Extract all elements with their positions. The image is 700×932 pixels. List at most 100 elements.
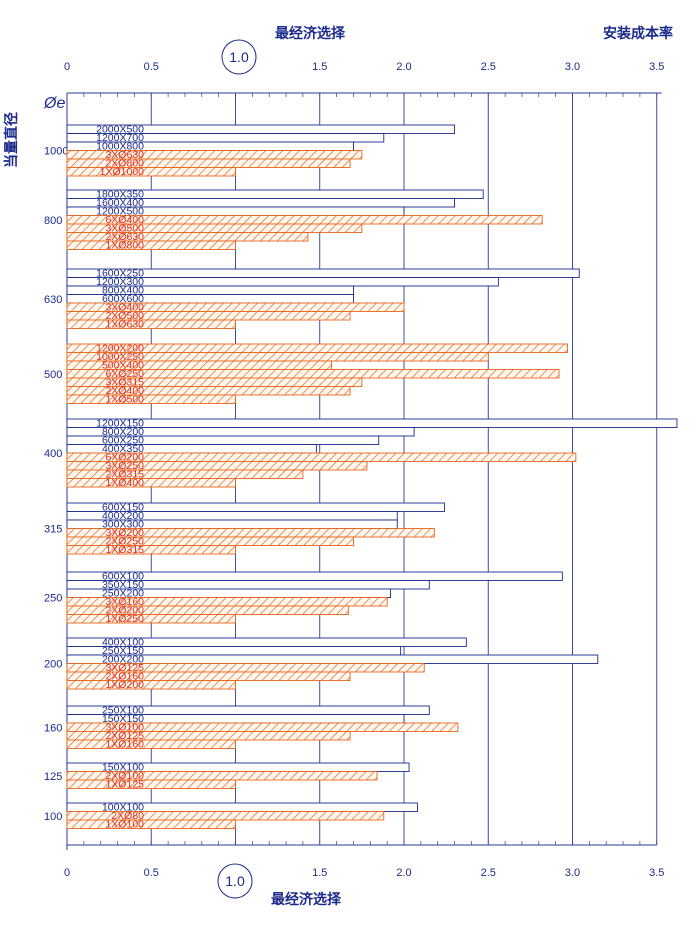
round-duct-bar xyxy=(66,232,309,242)
bar-label: 800X400 xyxy=(102,285,144,297)
x-tick-label-top: 0.5 xyxy=(144,61,159,73)
bar-label: 1200X700 xyxy=(96,132,144,144)
x-tick-label-bottom: 3.5 xyxy=(649,867,664,879)
bar-label: 3XØ630 xyxy=(105,149,144,161)
diameter-label: 630 xyxy=(44,294,62,306)
bar-label: 3XØ400 xyxy=(105,302,144,314)
bar-label: 500X400 xyxy=(102,360,144,372)
round-duct-bar xyxy=(66,240,236,250)
bar-label: 600X100 xyxy=(102,571,144,583)
bar-label: 3XØ100 xyxy=(105,722,144,734)
bottom-title: 最经济选择 xyxy=(271,891,342,908)
diameter-label: 250 xyxy=(44,593,62,605)
bar-label: 2XØ400 xyxy=(105,385,144,397)
bar-label: 1XØ500 xyxy=(105,394,144,406)
round-duct-bar xyxy=(66,478,236,488)
bar-label: 1XØ630 xyxy=(105,319,144,331)
bar-label: 1XØ315 xyxy=(105,544,144,556)
bar-label: 600X600 xyxy=(102,293,144,305)
round-duct-bar xyxy=(66,739,236,749)
bar-group-400: 400 1200X150800X200600X250400X3506XØ2003X… xyxy=(44,418,678,489)
bar-label: 250X150 xyxy=(102,645,144,657)
bar-label: 1800X350 xyxy=(96,189,144,201)
economic-marker-top-label: 1.0 xyxy=(229,49,249,65)
bar-label: 1200X500 xyxy=(96,206,144,218)
round-duct-bar xyxy=(66,469,304,479)
diameter-label: 100 xyxy=(44,811,62,823)
bar-label: 1XØ800 xyxy=(105,240,144,252)
bar-group-800: 800 1800X3501600X4001200X5006XØ4003XØ5002… xyxy=(44,189,543,252)
bar-label: 3XØ200 xyxy=(105,527,144,539)
bar-label: 3XØ125 xyxy=(105,662,144,674)
bar-label: 600X150 xyxy=(102,502,144,514)
x-tick-label-top: 3.5 xyxy=(649,61,664,73)
bar-label: 100X100 xyxy=(102,802,144,814)
bar-label: 400X200 xyxy=(102,510,144,522)
bar-label: 300X300 xyxy=(102,519,144,531)
bar-label: 1XØ125 xyxy=(105,779,144,791)
round-duct-bar xyxy=(66,614,236,624)
bar-group-250: 250 600X100350X150250X2003XØ1602XØ2001XØ2… xyxy=(44,571,563,625)
x-tick-label-top: 0 xyxy=(64,61,70,73)
bar-label: 1200X150 xyxy=(96,418,144,430)
bar-group-200: 200 400X100250X150200X2003XØ1252XØ1601XØ2… xyxy=(44,637,599,691)
round-duct-bar xyxy=(66,545,236,555)
bar-label: 1XØ1000 xyxy=(100,166,145,178)
x-tick-label-bottom: 3.0 xyxy=(565,867,580,879)
top-title: 最经济选择 xyxy=(275,25,346,42)
bar-label: 1000X800 xyxy=(96,141,144,153)
diameter-label: 160 xyxy=(44,722,62,734)
bar-label: 2000X500 xyxy=(96,124,144,136)
bar-label: 150X100 xyxy=(102,762,144,774)
diameter-symbol: Øe xyxy=(43,95,65,112)
y-axis-label: 当量直径 xyxy=(3,112,20,168)
x-tick-label-bottom: 1.5 xyxy=(312,867,327,879)
bar-label: 2XØ80 xyxy=(111,810,144,822)
bar-label: 250X200 xyxy=(102,588,144,600)
bar-label: 3XØ160 xyxy=(105,596,144,608)
economic-marker-bottom: 1.0 xyxy=(217,863,253,899)
bar-label: 2XØ200 xyxy=(105,605,144,617)
bar-label: 2XØ125 xyxy=(105,730,144,742)
round-duct-bar xyxy=(66,779,236,789)
bar-label: 1XØ250 xyxy=(105,613,144,625)
cost-ratio-title: 安装成本率 xyxy=(603,25,673,42)
bar-label: 1000X250 xyxy=(96,351,144,363)
bar-label: 1XØ100 xyxy=(105,819,144,831)
round-duct-bar xyxy=(66,319,236,329)
bar-label: 800X200 xyxy=(102,426,144,438)
diameter-label: 1000 xyxy=(44,146,68,158)
round-duct-bar xyxy=(66,680,236,690)
bar-label: 2XØ250 xyxy=(105,536,144,548)
economic-marker-top: 1.0 xyxy=(221,39,257,75)
economic-marker-top-circle xyxy=(221,39,257,75)
bar-label: 6XØ200 xyxy=(105,452,144,464)
rect-duct-bar xyxy=(66,654,599,664)
economic-marker-bottom-label: 1.0 xyxy=(225,873,245,889)
bar-label: 1200X200 xyxy=(96,343,144,355)
bar-label: 1200X300 xyxy=(96,276,144,288)
bar-label: 3XØ315 xyxy=(105,377,144,389)
bar-label: 250X100 xyxy=(102,705,144,717)
x-tick-label-bottom: 2.5 xyxy=(481,867,496,879)
x-tick-label-bottom: 2.0 xyxy=(396,867,411,879)
x-tick-label-top: 3.0 xyxy=(565,61,580,73)
bar-label: 2XØ630 xyxy=(105,231,144,243)
bar-label: 3XØ500 xyxy=(105,223,144,235)
bar-label: 2XØ160 xyxy=(105,671,144,683)
bar-label: 150X150 xyxy=(102,713,144,725)
diameter-label: 400 xyxy=(44,448,62,460)
bar-label: 1XØ160 xyxy=(105,739,144,751)
bar-groups: 1000 2000X5001200X7001000X8003XØ6302XØ800… xyxy=(44,124,678,831)
bar-label: 200X200 xyxy=(102,654,144,666)
bar-label: 6XØ400 xyxy=(105,214,144,226)
bar-label: 2XØ500 xyxy=(105,310,144,322)
bar-label: 350X150 xyxy=(102,579,144,591)
bar-label: 1600X400 xyxy=(96,197,144,209)
economic-marker-bottom-circle xyxy=(217,863,253,899)
x-tick-label-bottom: 0 xyxy=(64,867,70,879)
bar-label: 2XØ100 xyxy=(105,770,144,782)
